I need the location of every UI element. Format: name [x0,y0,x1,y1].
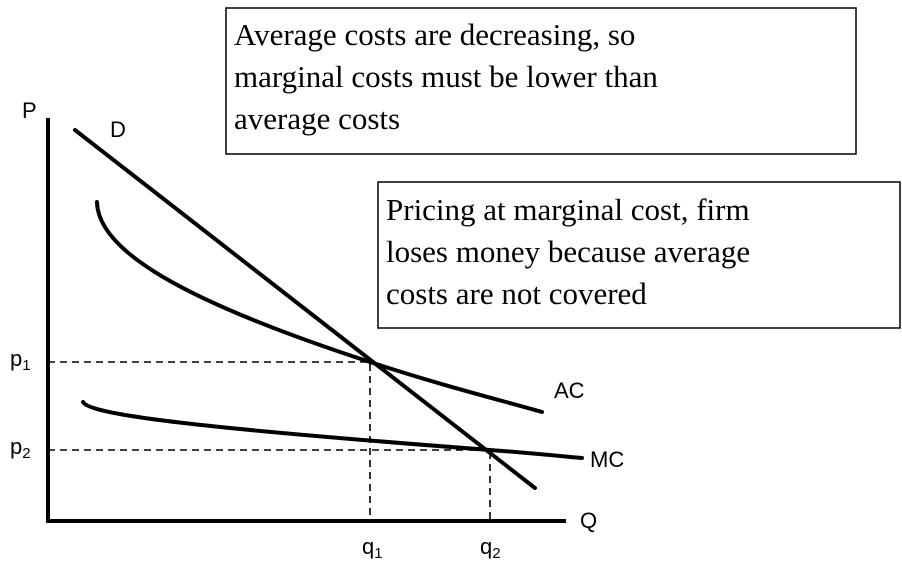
marginal-cost-curve [81,400,584,460]
callout-text: marginal costs must be lower than [234,59,658,94]
demand-curve [73,128,537,490]
marginal-cost-label: MC [590,447,624,472]
quantity-label: q2 [480,534,501,562]
price-label: p1 [10,346,31,374]
y-axis-label: P [22,98,37,123]
callout-text: costs are not covered [386,276,647,311]
callout-box [377,181,901,329]
callout-text: Average costs are decreasing, so [234,17,635,52]
callout-box [225,7,857,155]
guide-q2-p2 [48,449,491,521]
average-cost-label: AC [554,378,585,403]
callout-text: average costs [234,101,400,136]
guide-q1-p1 [48,361,371,521]
average-cost-curve [95,200,544,414]
callout-text: Pricing at marginal cost, firm [386,192,750,227]
price-label: p2 [10,434,31,462]
quantity-label: q1 [362,534,383,562]
x-axis-label: Q [580,508,597,533]
demand-label: D [110,117,126,142]
callout-text: loses money because average [386,234,750,269]
